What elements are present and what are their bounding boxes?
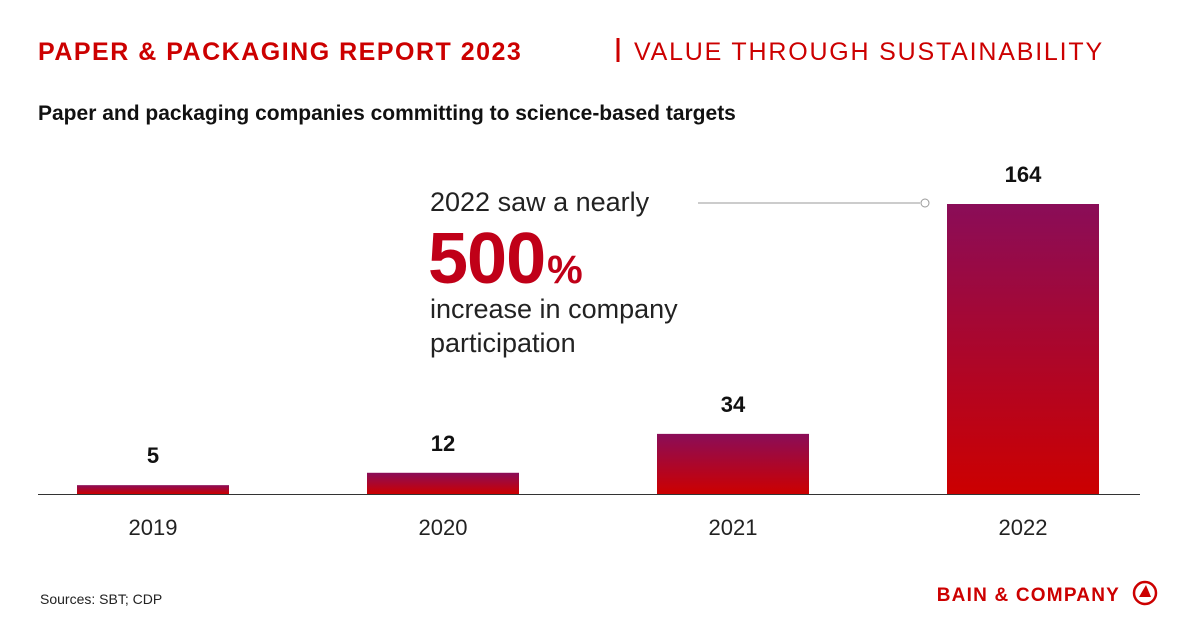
annotation-highlight: 500% [428, 219, 583, 299]
connector-dot [920, 198, 930, 208]
x-tick-label: 2020 [419, 515, 468, 540]
chart-title: Paper and packaging companies committing… [38, 102, 736, 125]
bar [367, 472, 519, 494]
x-tick-label: 2022 [999, 515, 1048, 540]
data-label: 5 [147, 443, 159, 468]
data-label: 12 [431, 431, 455, 456]
report-theme: VALUE THROUGH SUSTAINABILITY [634, 38, 1104, 66]
brand-logo: BAIN & COMPANY [937, 585, 1120, 606]
brand-icon [1132, 580, 1158, 606]
annotation-line: increase in company [430, 294, 678, 324]
data-label: 34 [721, 392, 746, 417]
x-tick-label: 2019 [129, 515, 178, 540]
annotation-intro: 2022 saw a nearly [430, 187, 650, 217]
bar [947, 204, 1099, 494]
highlight-unit: % [547, 248, 583, 292]
annotation-line: participation [430, 328, 576, 358]
data-label: 164 [1005, 162, 1042, 187]
bar [657, 433, 809, 494]
source: Sources: SBT; CDP [40, 591, 162, 607]
x-tick-label: 2021 [709, 515, 758, 540]
bar [77, 485, 229, 494]
highlight-number: 500 [428, 219, 545, 299]
brand-icon-mark [1139, 585, 1151, 597]
report-title: PAPER & PACKAGING REPORT 2023 [38, 38, 522, 66]
